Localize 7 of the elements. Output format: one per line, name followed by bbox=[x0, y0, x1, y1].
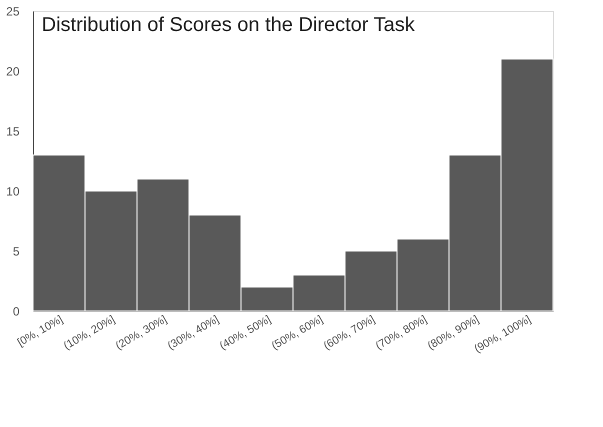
y-tick-label: 5 bbox=[12, 244, 20, 258]
y-tick-label: 25 bbox=[6, 4, 20, 18]
y-tick-label: 0 bbox=[12, 304, 20, 318]
y-tick-label: 10 bbox=[6, 184, 20, 198]
chart-title: Distribution of Scores on the Director Task bbox=[42, 14, 416, 36]
y-tick-label: 20 bbox=[6, 64, 20, 78]
y-tick-label: 15 bbox=[6, 124, 20, 138]
